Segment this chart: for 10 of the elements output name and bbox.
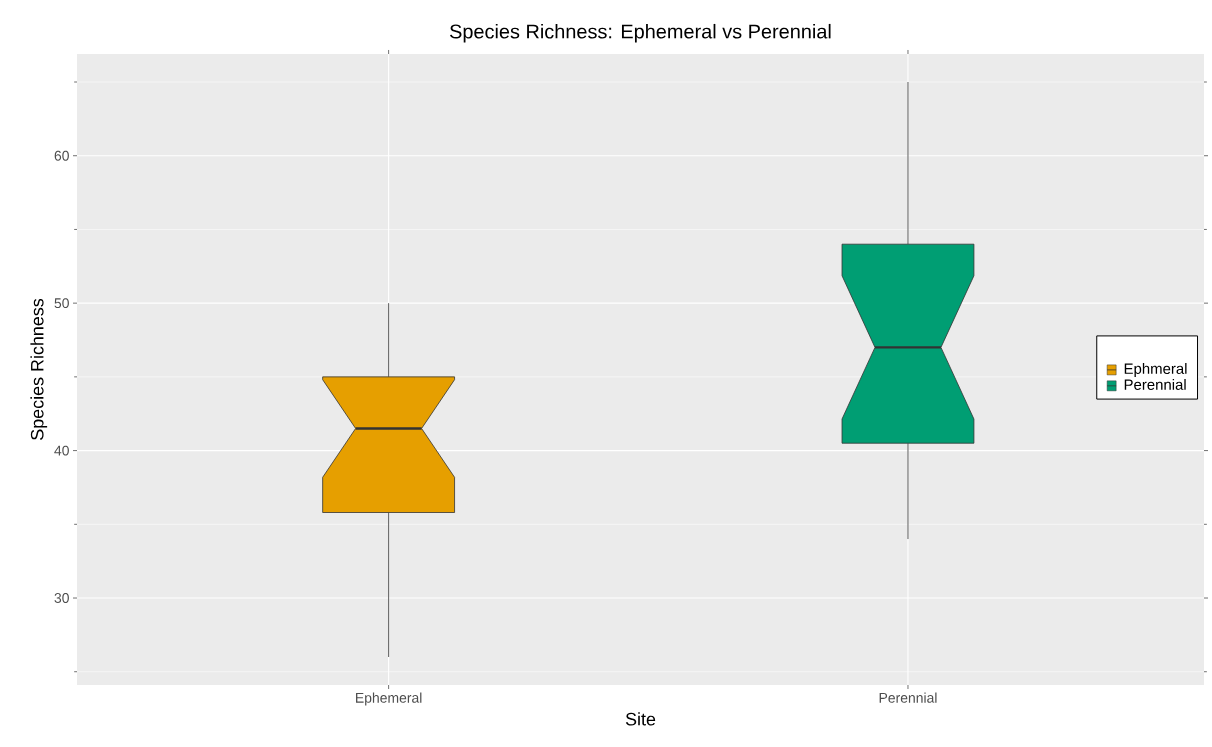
y-tick-label: 60 (54, 150, 69, 161)
x-tick-label: Ephemeral (356, 692, 422, 706)
y-tick-label: 50 (54, 298, 69, 309)
chart-title: Species Richness: Ephemeral vs Perennial (450, 23, 831, 43)
legend-label: Ephmeral (1124, 363, 1187, 377)
legend-label: Perennial (1124, 378, 1186, 390)
x-axis-title: Site (625, 712, 656, 726)
y-axis-title: Species Richness (30, 298, 48, 440)
y-tick-label: 30 (54, 593, 69, 603)
y-tick-label: 40 (54, 445, 69, 456)
